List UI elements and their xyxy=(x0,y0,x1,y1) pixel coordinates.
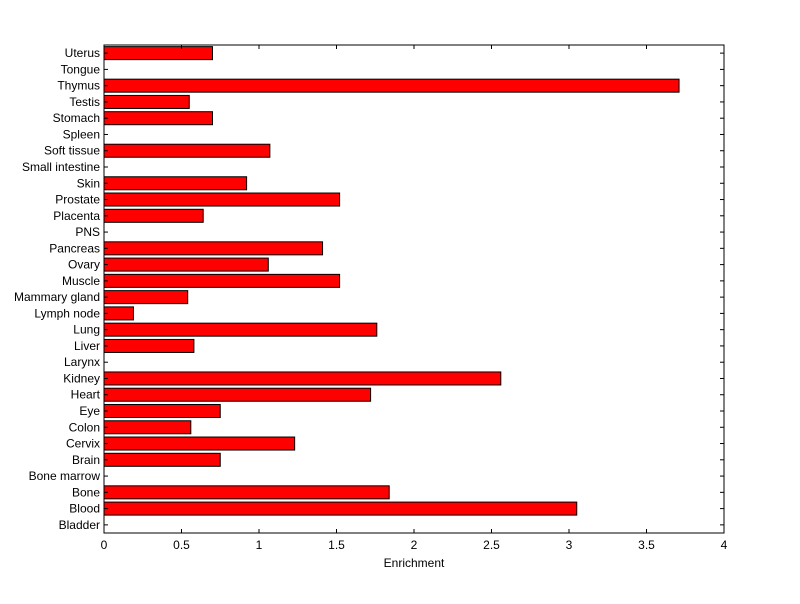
bar-kidney xyxy=(103,371,502,386)
y-tick-label-skin: Skin xyxy=(77,176,100,190)
labels-layer: Bladder Blood Bone Bone marrow Brain Cervix Co… xyxy=(14,46,728,552)
bar-brain xyxy=(103,452,221,467)
y-tick-label-pancreas: Pancreas xyxy=(49,241,100,255)
bar-thymus xyxy=(103,78,680,93)
bar-skin xyxy=(103,176,248,191)
y-tick-label-mammary-gland: Mammary gland xyxy=(14,290,100,304)
y-tick-label-tongue: Tongue xyxy=(61,62,101,76)
x-tick-label: 2.5 xyxy=(483,538,500,552)
bar-heart xyxy=(103,387,372,402)
ticks-layer xyxy=(103,45,725,533)
bar-soft-tissue xyxy=(103,143,271,158)
y-tick-label-placenta: Placenta xyxy=(53,209,100,223)
y-tick-label-spleen: Spleen xyxy=(63,127,100,141)
bar-stomach xyxy=(103,111,213,126)
bar-cervix xyxy=(103,436,296,451)
y-tick-label-soft-tissue: Soft tissue xyxy=(44,144,100,158)
bar-mammary-gland xyxy=(103,290,189,305)
y-tick-label-liver: Liver xyxy=(74,339,100,353)
x-tick-label: 3 xyxy=(566,538,573,552)
y-tick-label-larynx: Larynx xyxy=(64,355,100,369)
y-tick-label-pns: PNS xyxy=(75,225,100,239)
y-tick-label-bone-marrow: Bone marrow xyxy=(29,469,101,483)
y-tick-label-stomach: Stomach xyxy=(53,111,100,125)
bar-muscle xyxy=(103,273,341,288)
y-tick-label-lymph-node: Lymph node xyxy=(34,306,100,320)
bar-eye xyxy=(103,403,221,419)
x-tick-label: 4 xyxy=(721,538,728,552)
y-tick-label-kidney: Kidney xyxy=(63,371,100,385)
y-tick-label-muscle: Muscle xyxy=(62,274,100,288)
y-tick-label-colon: Colon xyxy=(69,420,100,434)
bar-bone xyxy=(103,485,390,500)
bar-lymph-node xyxy=(103,306,134,321)
bar-liver xyxy=(103,338,195,353)
bar-placenta xyxy=(103,208,204,223)
bar-prostate xyxy=(103,192,341,207)
bar-ovary xyxy=(103,257,269,272)
y-tick-label-prostate: Prostate xyxy=(55,193,100,207)
y-tick-label-ovary: Ovary xyxy=(68,258,100,272)
y-tick-label-testis: Testis xyxy=(69,95,100,109)
y-tick-label-cervix: Cervix xyxy=(66,437,100,451)
bar-lung xyxy=(103,322,378,337)
y-tick-label-uterus: Uterus xyxy=(65,46,100,60)
x-tick-label: 1.5 xyxy=(328,538,345,552)
bar-uterus xyxy=(103,46,213,61)
y-tick-label-small-intestine: Small intestine xyxy=(22,160,100,174)
y-tick-label-bone: Bone xyxy=(72,485,100,499)
y-tick-label-eye: Eye xyxy=(79,404,100,418)
y-tick-label-brain: Brain xyxy=(72,453,100,467)
y-tick-label-lung: Lung xyxy=(73,323,100,337)
bar-pancreas xyxy=(103,241,324,256)
x-tick-label: 0.5 xyxy=(173,538,190,552)
x-tick-label: 2 xyxy=(411,538,418,552)
bar-colon xyxy=(103,420,192,435)
x-tick-label: 1 xyxy=(256,538,263,552)
bar-blood xyxy=(103,501,578,516)
x-axis-label: Enrichment xyxy=(384,556,445,570)
x-tick-label: 0 xyxy=(101,538,108,552)
y-tick-label-blood: Blood xyxy=(69,502,100,516)
y-tick-label-bladder: Bladder xyxy=(59,518,100,532)
bar-testis xyxy=(103,94,190,109)
y-tick-label-thymus: Thymus xyxy=(57,79,100,93)
bars-layer xyxy=(103,46,680,516)
x-tick-label: 3.5 xyxy=(638,538,655,552)
y-tick-label-heart: Heart xyxy=(71,388,101,402)
